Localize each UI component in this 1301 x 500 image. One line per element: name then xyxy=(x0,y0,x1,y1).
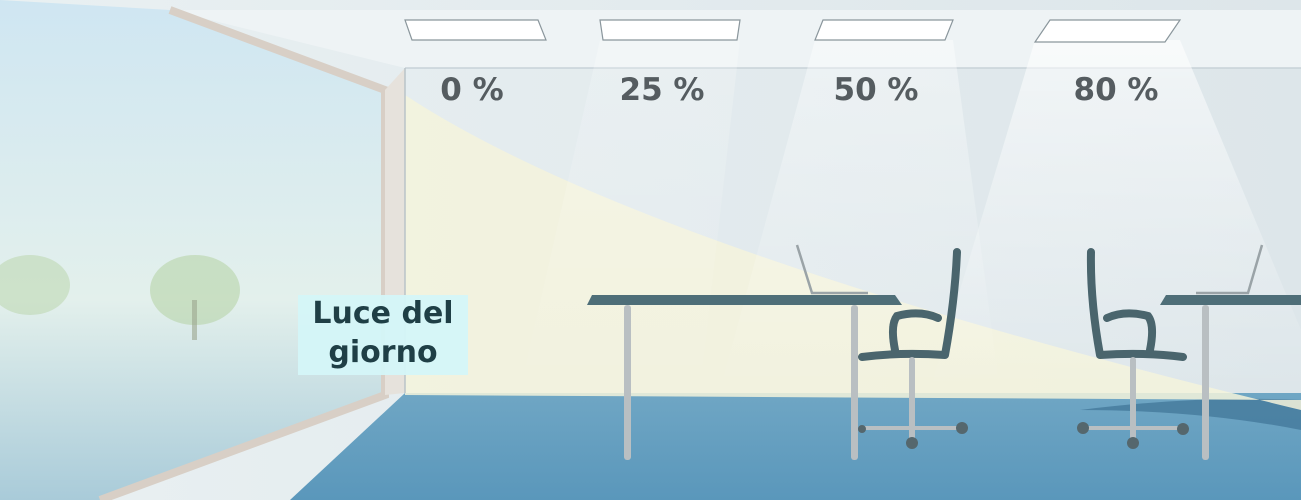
tree-trunk xyxy=(192,300,197,340)
lamp xyxy=(405,20,546,40)
office-scene: 0 % 25 % 50 % 80 % Luce del giorno xyxy=(0,0,1301,500)
page: {"lamps": [{"label": "0 %"}, {"label": "… xyxy=(0,0,1301,500)
lamp-level: 0 % xyxy=(440,72,503,108)
daylight-label: Luce del xyxy=(312,296,453,331)
lamp-level: 80 % xyxy=(1074,72,1159,108)
lamp xyxy=(1035,20,1180,42)
lamp-level: 50 % xyxy=(834,72,919,108)
lamp xyxy=(600,20,740,40)
lamp xyxy=(815,20,953,40)
daylight-label: giorno xyxy=(328,335,437,370)
lamp-level: 25 % xyxy=(620,72,705,108)
